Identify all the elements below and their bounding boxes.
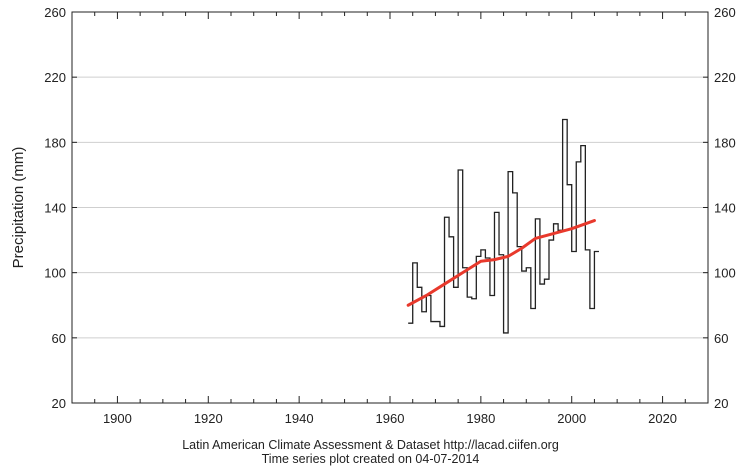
caption-line-1: Latin American Climate Assessment & Data… <box>182 438 559 452</box>
y-tick-label-right: 180 <box>714 135 736 150</box>
y-tick-label-right: 260 <box>714 5 736 20</box>
y-tick-label-right: 20 <box>714 396 728 411</box>
y-tick-label-right: 220 <box>714 70 736 85</box>
x-tick-label: 1900 <box>103 411 132 426</box>
x-tick-label: 1940 <box>285 411 314 426</box>
y-tick-label-left: 140 <box>44 201 66 216</box>
trend-line <box>406 219 596 307</box>
x-tick-label: 2020 <box>648 411 677 426</box>
y-tick-label-right: 140 <box>714 201 736 216</box>
y-tick-label-left: 220 <box>44 70 66 85</box>
gridlines <box>72 76 708 339</box>
series <box>406 118 599 334</box>
y-tick-label-left: 100 <box>44 266 66 281</box>
x-tick-label: 1960 <box>376 411 405 426</box>
annual-precipitation-step-line <box>408 118 599 334</box>
ticks <box>72 11 708 404</box>
y-tick-label-left: 180 <box>44 135 66 150</box>
y-axis-title: Precipitation (mm) <box>10 147 27 269</box>
caption-line-2: Time series plot created on 04-07-2014 <box>261 452 480 466</box>
x-tick-label: 1920 <box>194 411 223 426</box>
x-tick-label: 1980 <box>466 411 495 426</box>
y-tick-label-right: 100 <box>714 266 736 281</box>
y-tick-label-right: 60 <box>714 331 728 346</box>
y-tick-label-left: 60 <box>52 331 66 346</box>
y-tick-label-left: 260 <box>44 5 66 20</box>
y-tick-label-left: 20 <box>52 396 66 411</box>
x-tick-label: 2000 <box>557 411 586 426</box>
